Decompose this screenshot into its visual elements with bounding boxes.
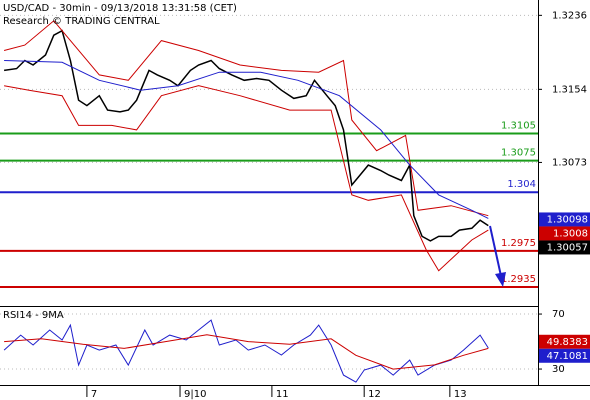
price-label: 1.30057: [547, 242, 588, 253]
series-line: [4, 85, 489, 272]
y-tick-label: 30: [552, 364, 565, 375]
y-tick-label: 1.3236: [552, 10, 587, 21]
chart-subtitle: Research © TRADING CENTRAL: [3, 16, 160, 27]
price-label-box: [539, 348, 590, 363]
arrow-shaft: [489, 225, 502, 277]
price-label: 47.1081: [547, 351, 588, 362]
x-tick-label: 7: [91, 389, 97, 400]
y-tick-label: 1.3073: [552, 157, 587, 168]
level-label: 1.3075: [501, 148, 536, 159]
series-line: [3, 29, 489, 242]
level-label: 1.2975: [501, 238, 536, 249]
level-label: 1.3105: [501, 121, 536, 132]
price-label: 1.30098: [547, 214, 588, 225]
level-label: 1.304: [507, 179, 536, 190]
series-line: [4, 60, 489, 219]
series-line: [4, 334, 489, 370]
price-label: 1.3008: [553, 228, 588, 239]
y-tick-label: 70: [552, 309, 565, 320]
price-label-box: [539, 212, 590, 227]
x-tick-label: 13: [454, 389, 467, 400]
x-tick-label: 11: [276, 389, 289, 400]
chart-title: USD/CAD - 30min - 09/13/2018 13:31:58 (C…: [3, 3, 237, 14]
arrow-head: [495, 272, 506, 287]
x-tick-label: 9|10: [184, 389, 206, 400]
forecast-arrow: [489, 225, 506, 287]
level-label: 1.2935: [501, 274, 536, 285]
series-line: [3, 20, 489, 217]
price-label-box: [539, 240, 590, 255]
x-tick-label: 12: [368, 389, 381, 400]
y-tick-label: 1.3154: [552, 84, 587, 95]
plot-layer: 1.3236 1.3154 1.3073 1.3105 1.3075 1.304 1.297…: [0, 10, 590, 400]
price-label-box: [539, 334, 590, 349]
price-label-box: [539, 226, 590, 241]
indicator-title: RSI14 - 9MA: [3, 310, 64, 321]
series-line: [3, 319, 489, 383]
price-label: 49.8383: [547, 337, 588, 348]
